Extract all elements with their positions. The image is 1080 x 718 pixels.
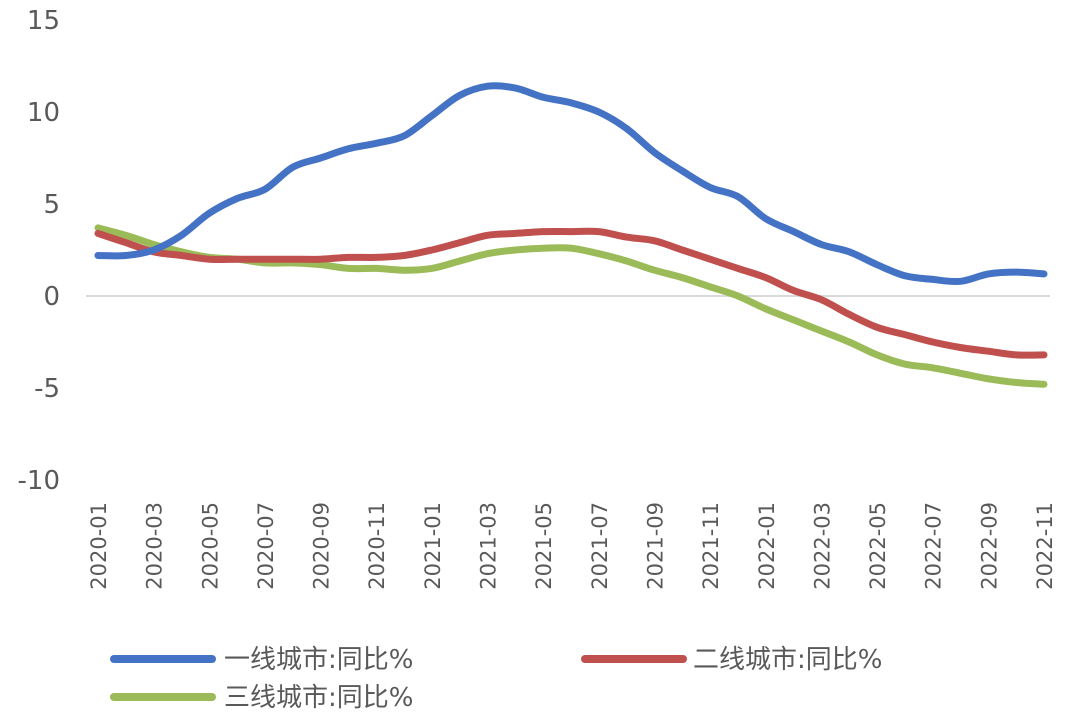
x-tick-label: 2020-09 xyxy=(310,502,334,590)
x-tick-label: 2021-11 xyxy=(699,502,723,590)
y-axis: 15 10 5 0 -5 -10 xyxy=(18,6,60,496)
y-tick-label: -10 xyxy=(18,466,60,496)
legend: 一线城市:同比% 二线城市:同比% 三线城市:同比% xyxy=(110,645,882,713)
x-tick-label: 2022-09 xyxy=(977,502,1001,590)
legend-item-tier3[interactable]: 三线城市:同比% xyxy=(110,683,413,713)
x-axis: 2020-01 2020-03 2020-05 2020-07 2020-09 2020-… xyxy=(87,502,1057,590)
legend-label-tier1: 一线城市:同比% xyxy=(224,645,413,675)
series-layer xyxy=(94,82,1048,388)
legend-label-tier3: 三线城市:同比% xyxy=(224,683,413,713)
series-line-tier1 xyxy=(94,82,1048,286)
x-tick-label: 2020-03 xyxy=(143,502,167,590)
legend-label-tier2: 二线城市:同比% xyxy=(693,645,882,675)
x-tick-label: 2021-01 xyxy=(421,502,445,590)
y-tick-label: 10 xyxy=(27,98,60,128)
x-tick-label: 2022-03 xyxy=(810,502,834,590)
x-tick-label: 2021-07 xyxy=(588,502,612,590)
x-tick-label: 2022-11 xyxy=(1033,502,1057,590)
series-line-tier3 xyxy=(94,224,1048,388)
x-tick-label: 2020-07 xyxy=(254,502,278,590)
x-tick-label: 2020-11 xyxy=(365,502,389,590)
x-tick-label: 2022-01 xyxy=(755,502,779,590)
x-tick-label: 2022-07 xyxy=(922,502,946,590)
x-tick-label: 2021-09 xyxy=(644,502,668,590)
x-tick-label: 2021-03 xyxy=(477,502,501,590)
y-tick-label: 5 xyxy=(43,190,60,220)
y-tick-label: 0 xyxy=(43,282,60,312)
x-tick-label: 2020-05 xyxy=(198,502,222,590)
legend-item-tier2[interactable]: 二线城市:同比% xyxy=(581,645,882,675)
y-tick-label: 15 xyxy=(27,6,60,36)
x-tick-label: 2022-05 xyxy=(866,502,890,590)
x-tick-label: 2020-01 xyxy=(87,502,111,590)
x-tick-label: 2021-05 xyxy=(532,502,556,590)
series-line-tier2 xyxy=(94,227,1048,359)
legend-item-tier1[interactable]: 一线城市:同比% xyxy=(110,645,413,675)
y-tick-label: -5 xyxy=(34,374,60,404)
